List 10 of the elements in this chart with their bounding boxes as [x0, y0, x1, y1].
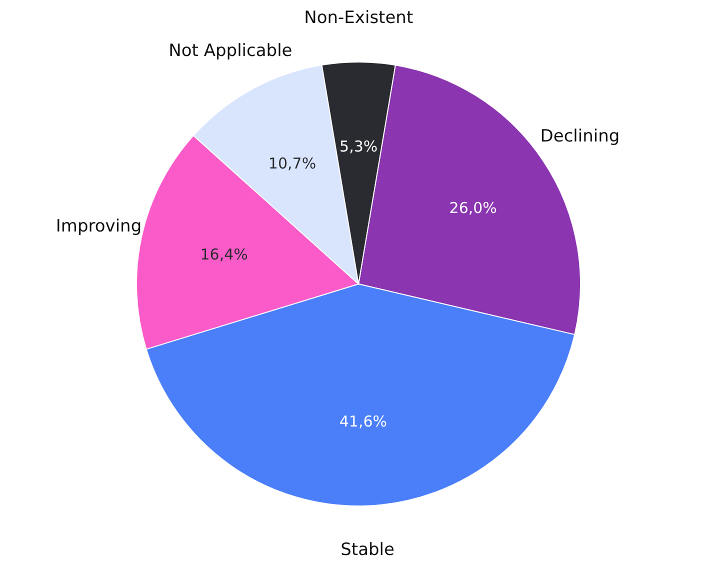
slice-label: Declining: [540, 126, 620, 147]
data-label: 41,6%: [339, 412, 388, 431]
slice-label: Non-Existent: [304, 8, 414, 28]
data-label: 5,3%: [340, 137, 378, 156]
data-label: 26,0%: [449, 198, 497, 217]
slice-label: Improving: [56, 216, 142, 237]
data-label: 16,4%: [200, 245, 248, 264]
slice-label: Stable: [340, 540, 394, 560]
slice-label: Not Applicable: [168, 40, 292, 61]
data-label: 10,7%: [268, 154, 316, 172]
